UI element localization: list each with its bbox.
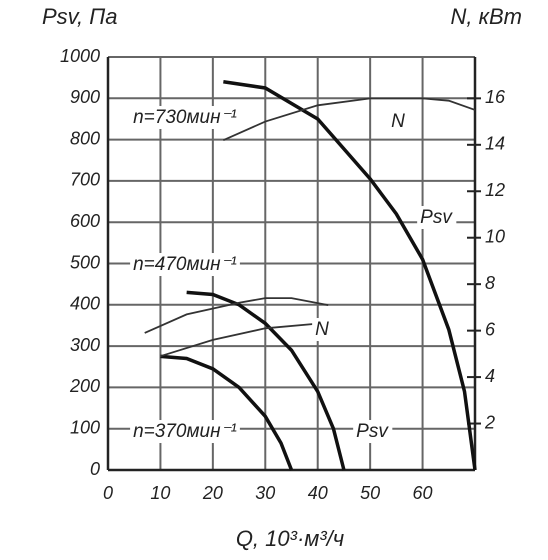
y-tick-label: 0 <box>90 459 100 479</box>
x-tick-label: 0 <box>103 483 113 503</box>
y-tick-label: 500 <box>70 252 100 272</box>
y-tick-label: 800 <box>70 128 100 148</box>
annotation: N <box>315 319 329 340</box>
y-tick-label: 1000 <box>60 46 100 66</box>
y-axis-label: Psv, Па <box>42 4 117 29</box>
curve <box>160 354 294 471</box>
annotation: Psv <box>420 207 453 228</box>
annotation: n=470мин⁻¹ <box>133 254 237 275</box>
y2-tick-label: 8 <box>485 273 495 293</box>
x-tick-label: 10 <box>150 483 170 503</box>
annotation-bg <box>130 420 240 444</box>
y2-axis-label: N, кВт <box>451 4 523 29</box>
annotation: n=730мин⁻¹ <box>133 107 237 128</box>
annotation-bg <box>417 206 457 230</box>
y-tick-label: 700 <box>70 170 100 190</box>
y2-tick-label: 16 <box>485 87 506 107</box>
y-tick-label: 900 <box>70 87 100 107</box>
y2-tick-label: 12 <box>485 180 505 200</box>
annotation-bg <box>130 253 240 277</box>
annotation: N <box>391 111 405 132</box>
y2-tick-label: 4 <box>485 366 495 386</box>
x-axis-label: Q, 10³·м³/ч <box>236 526 344 551</box>
y-tick-label: 300 <box>70 335 100 355</box>
curve <box>222 97 476 141</box>
x-tick-label: 20 <box>202 483 223 503</box>
annotation: Psv <box>356 421 389 442</box>
y-tick-label: 600 <box>70 211 100 231</box>
annotation-bg <box>312 318 333 342</box>
curve <box>144 297 329 334</box>
y-tick-label: 400 <box>70 294 100 314</box>
y-tick-label: 100 <box>70 417 100 437</box>
y2-tick-label: 14 <box>485 134 505 154</box>
curve <box>223 80 477 471</box>
x-tick-label: 50 <box>360 483 380 503</box>
annotation-bg <box>130 106 240 130</box>
y-tick-label: 200 <box>69 376 100 396</box>
annotation-bg <box>353 420 393 444</box>
x-tick-label: 60 <box>413 483 433 503</box>
curve <box>186 290 346 471</box>
x-tick-label: 40 <box>308 483 328 503</box>
annotation-bg <box>388 110 409 134</box>
annotation: n=370мин⁻¹ <box>133 421 237 442</box>
y2-tick-label: 2 <box>484 412 495 432</box>
curve <box>160 322 318 358</box>
y2-tick-label: 10 <box>485 226 505 246</box>
x-tick-label: 30 <box>255 483 275 503</box>
y2-tick-label: 6 <box>485 319 496 339</box>
